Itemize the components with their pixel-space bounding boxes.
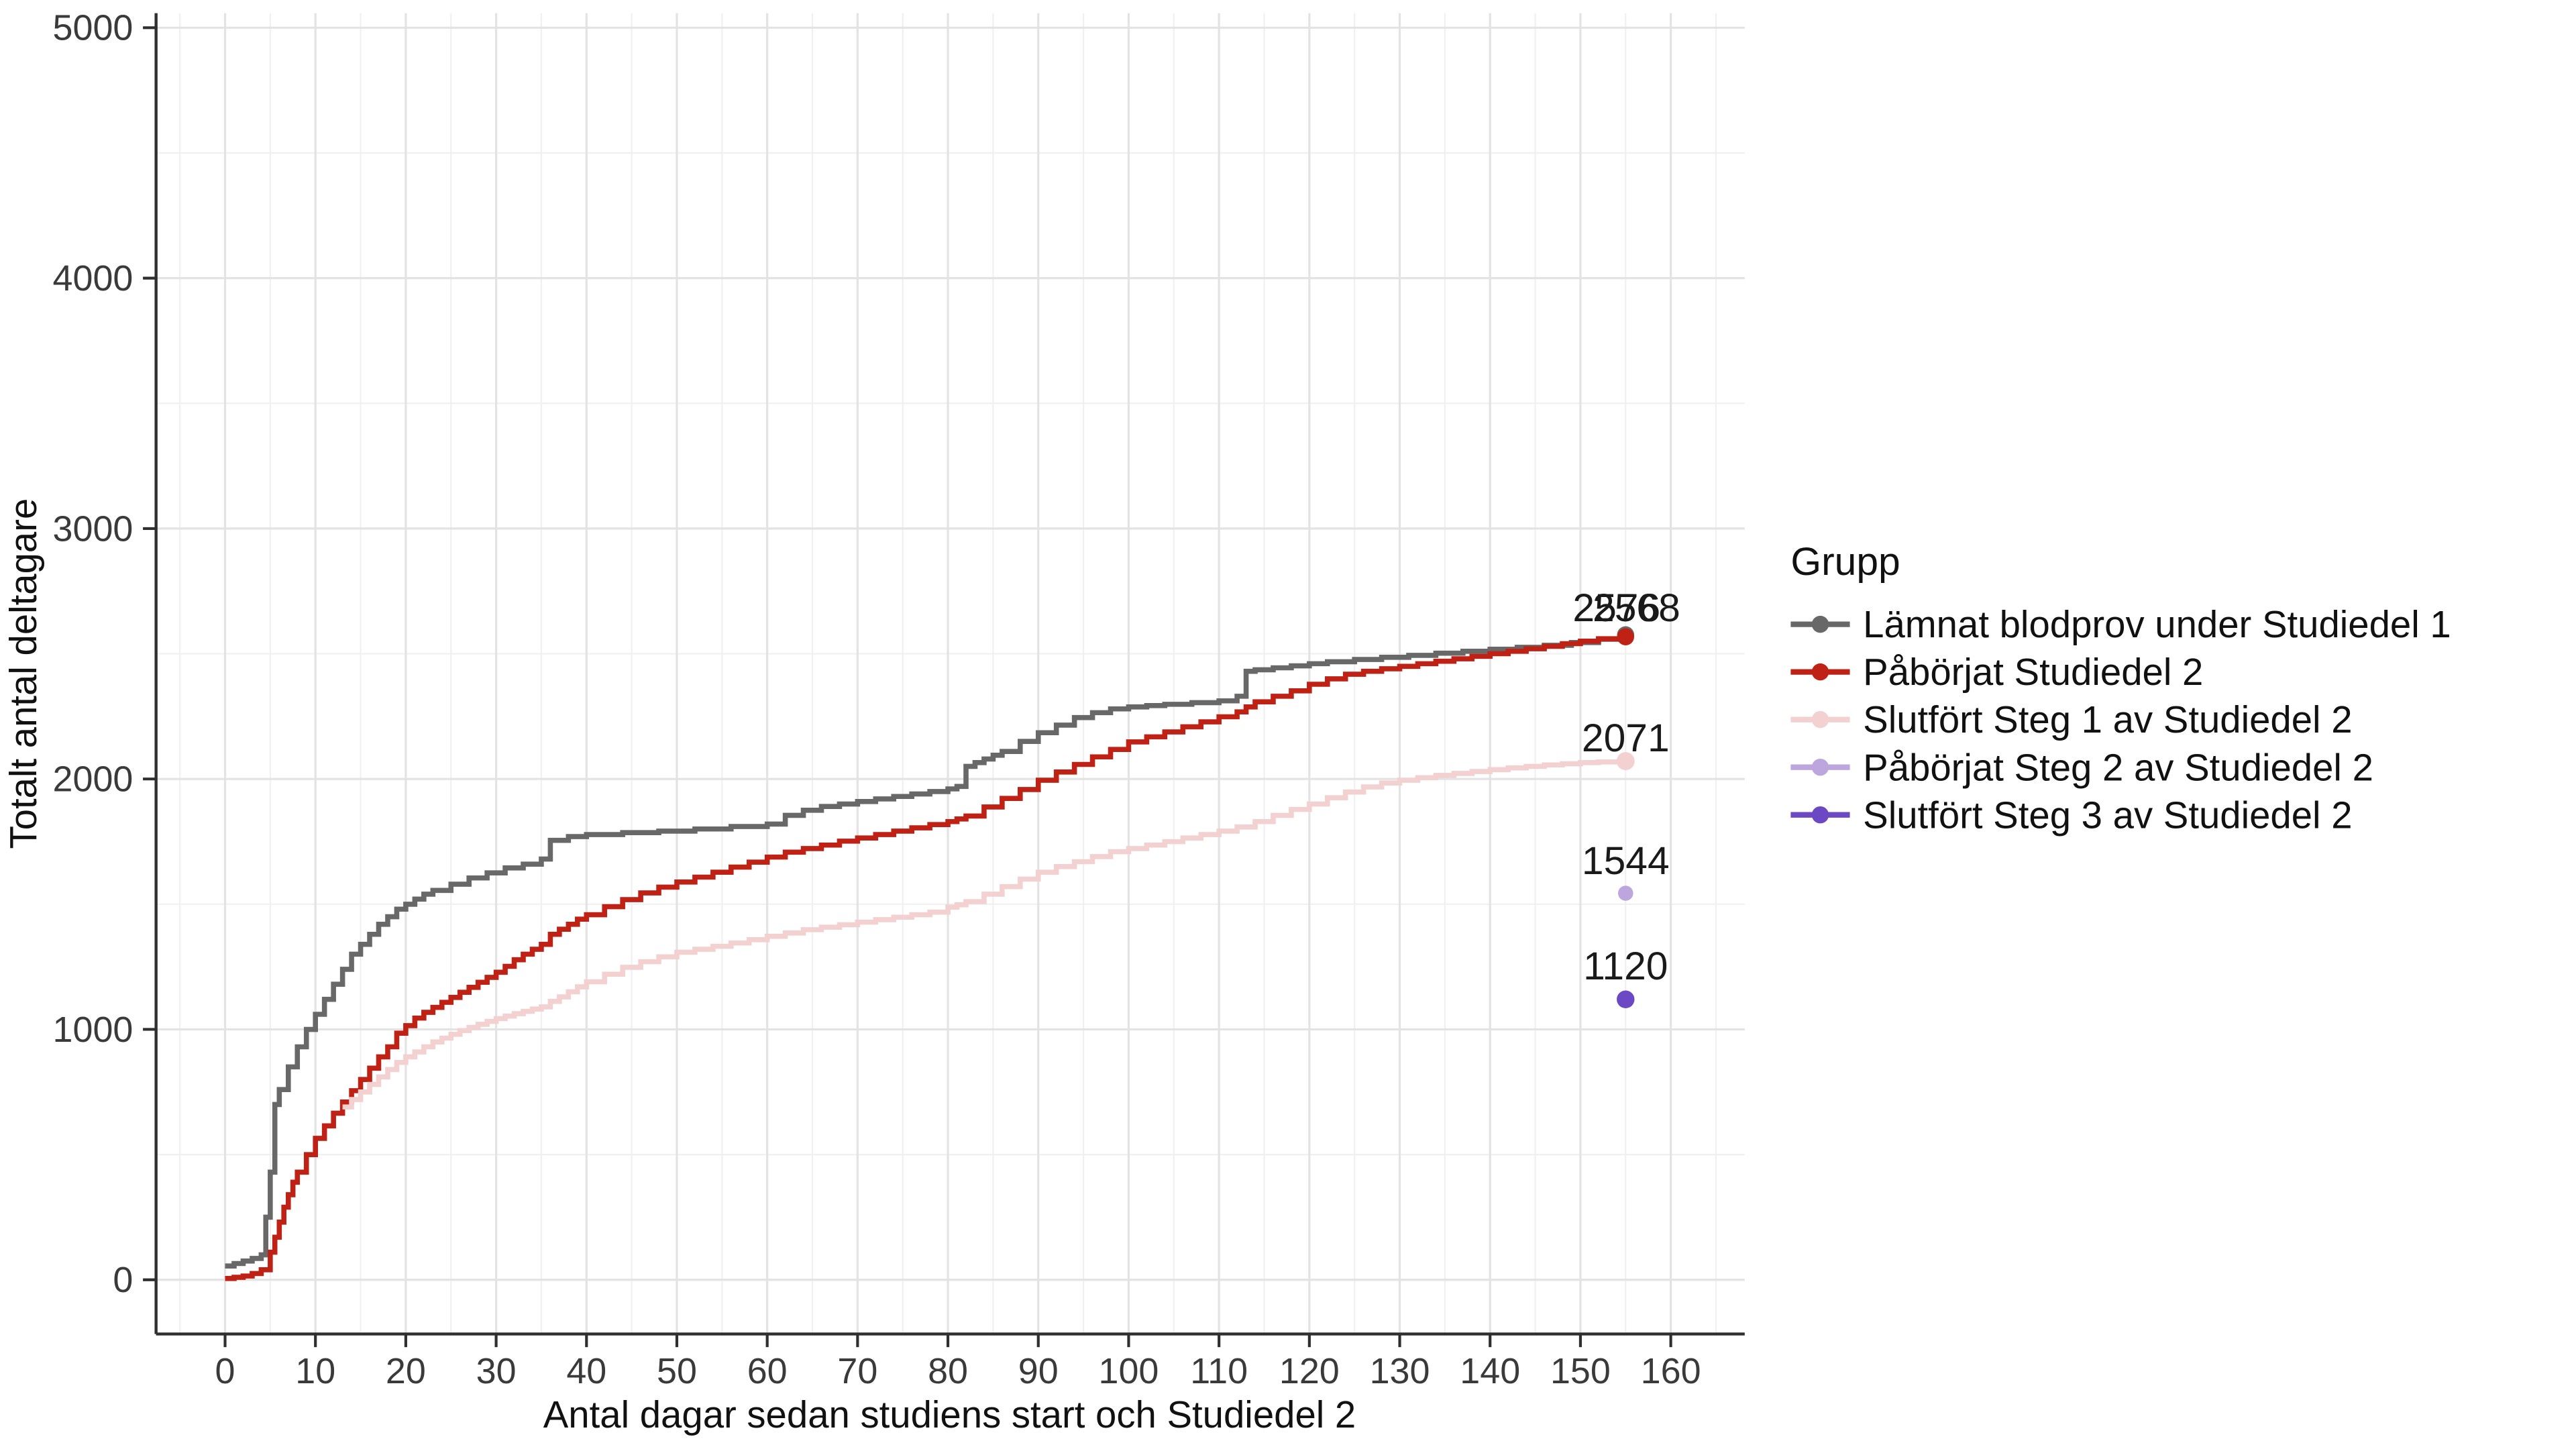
x-tick-label: 90 — [1018, 1351, 1059, 1391]
x-tick-label: 60 — [747, 1351, 788, 1391]
legend-key-dot-3 — [1811, 758, 1829, 776]
x-tick-label: 20 — [386, 1351, 426, 1391]
legend-item-2: Slutfört Steg 1 av Studiedel 2 — [1790, 698, 2353, 741]
x-tick-label: 70 — [837, 1351, 877, 1391]
x-tick-label: 140 — [1460, 1351, 1520, 1391]
x-tick-label: 30 — [476, 1351, 517, 1391]
series-line-2 — [342, 759, 1629, 1110]
x-tick-label: 50 — [657, 1351, 697, 1391]
x-tick-label: 100 — [1099, 1351, 1159, 1391]
x-tick-label: 40 — [566, 1351, 606, 1391]
legend-key-dot-0 — [1811, 615, 1829, 633]
legend-item-label-4: Slutfört Steg 3 av Studiedel 2 — [1863, 794, 2352, 836]
plot-area: 0 10 20 30 40 50 60 70 80 90 100 110 120 130 140 150 160… — [53, 8, 1745, 1391]
y-tick-label: 1000 — [53, 1010, 133, 1050]
legend-item-1: Påbörjat Studiedel 2 — [1790, 651, 2203, 693]
tick-marks: 0 10 20 30 40 50 60 70 80 90 100 110 120 130 140 150 160… — [53, 8, 1701, 1391]
x-tick-label: 110 — [1190, 1351, 1248, 1391]
legend-key-dot-4 — [1811, 806, 1829, 824]
series-end-point-1 — [1617, 628, 1634, 645]
y-axis-title: Totalt antal deltagare — [2, 498, 44, 849]
legend-item-label-3: Påbörjat Steg 2 av Studiedel 2 — [1863, 746, 2373, 788]
x-tick-label: 10 — [295, 1351, 335, 1391]
y-tick-label: 2000 — [53, 759, 133, 800]
legend-item-4: Slutfört Steg 3 av Studiedel 2 — [1790, 794, 2353, 836]
legend-item-label-0: Lämnat blodprov under Studiedel 1 — [1863, 603, 2451, 645]
series-group — [225, 626, 1635, 1281]
y-tick-label: 4000 — [53, 258, 133, 299]
legend-item-label-2: Slutfört Steg 1 av Studiedel 2 — [1863, 698, 2352, 741]
legend-item-3: Påbörjat Steg 2 av Studiedel 2 — [1790, 746, 2373, 788]
legend: Grupp Lämnat blodprov under Studiedel 1 … — [1790, 540, 2451, 836]
y-tick-label: 0 — [113, 1260, 133, 1300]
legend-key-dot-2 — [1811, 710, 1829, 729]
series-line-0 — [225, 635, 1629, 1269]
end-value-label-1: 2568 — [1593, 586, 1680, 630]
y-tick-label: 3000 — [53, 508, 133, 549]
x-tick-label: 0 — [215, 1351, 235, 1391]
x-tick-label: 160 — [1641, 1351, 1701, 1391]
y-tick-label: 5000 — [53, 8, 133, 48]
legend-item-0: Lämnat blodprov under Studiedel 1 — [1790, 603, 2451, 645]
end-value-label-2: 2071 — [1582, 716, 1670, 760]
series-end-point-3 — [1618, 885, 1633, 901]
grid-minor — [156, 13, 1745, 1334]
end-value-label-3: 1544 — [1582, 839, 1670, 883]
x-tick-label: 150 — [1550, 1351, 1611, 1391]
series-line-1 — [225, 636, 1629, 1281]
grid-major — [156, 13, 1745, 1334]
end-value-label-4: 1120 — [1583, 945, 1668, 988]
legend-title: Grupp — [1790, 540, 1900, 584]
end-value-label-0: 2576 — [1572, 586, 1660, 630]
series-end-point-2 — [1616, 752, 1635, 771]
x-tick-label: 130 — [1370, 1351, 1430, 1391]
x-axis-title: Antal dagar sedan studiens start och Stu… — [543, 1393, 1356, 1436]
axes — [154, 13, 1745, 1336]
legend-item-label-1: Påbörjat Studiedel 2 — [1863, 651, 2203, 693]
x-tick-label: 80 — [928, 1351, 968, 1391]
x-tick-label: 120 — [1279, 1351, 1340, 1391]
legend-key-dot-1 — [1811, 663, 1829, 681]
series-end-point-4 — [1617, 990, 1635, 1008]
